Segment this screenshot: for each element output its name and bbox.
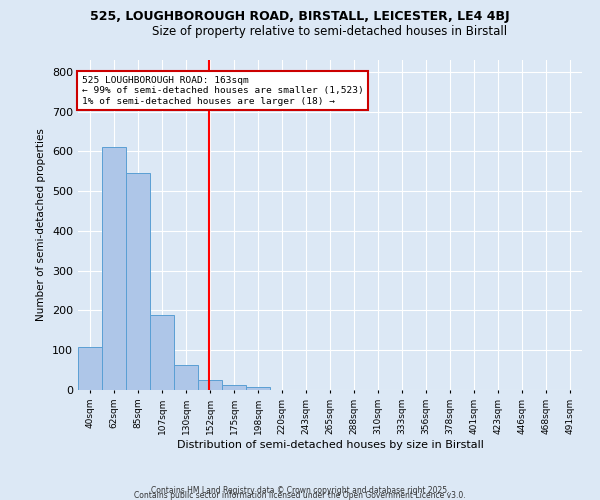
Bar xyxy=(222,385,246,390)
X-axis label: Distribution of semi-detached houses by size in Birstall: Distribution of semi-detached houses by … xyxy=(176,440,484,450)
Text: Contains HM Land Registry data © Crown copyright and database right 2025.: Contains HM Land Registry data © Crown c… xyxy=(151,486,449,495)
Y-axis label: Number of semi-detached properties: Number of semi-detached properties xyxy=(37,128,46,322)
Bar xyxy=(78,347,102,390)
Text: 525, LOUGHBOROUGH ROAD, BIRSTALL, LEICESTER, LE4 4BJ: 525, LOUGHBOROUGH ROAD, BIRSTALL, LEICES… xyxy=(90,10,510,23)
Bar xyxy=(150,316,174,390)
Bar xyxy=(174,366,198,390)
Text: 525 LOUGHBOROUGH ROAD: 163sqm
← 99% of semi-detached houses are smaller (1,523)
: 525 LOUGHBOROUGH ROAD: 163sqm ← 99% of s… xyxy=(82,76,364,106)
Text: Contains public sector information licensed under the Open Government Licence v3: Contains public sector information licen… xyxy=(134,491,466,500)
Bar xyxy=(246,387,270,390)
Bar xyxy=(102,148,126,390)
Bar xyxy=(126,172,150,390)
Title: Size of property relative to semi-detached houses in Birstall: Size of property relative to semi-detach… xyxy=(152,25,508,38)
Bar xyxy=(198,380,222,390)
